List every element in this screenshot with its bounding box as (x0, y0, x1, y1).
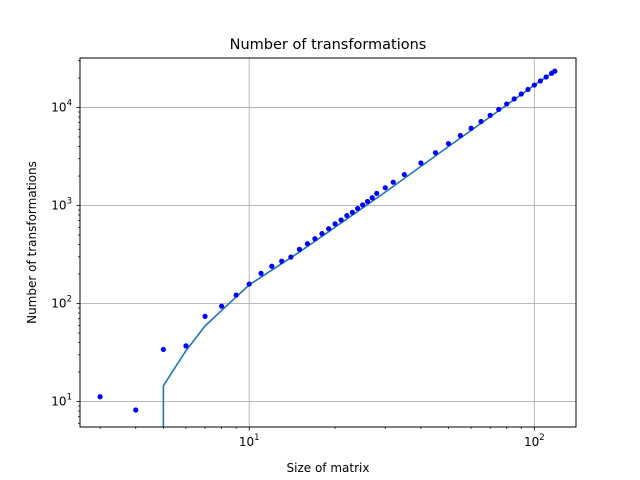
data-point (269, 263, 275, 269)
data-point (279, 258, 285, 264)
data-point (418, 160, 424, 166)
data-point (445, 141, 452, 147)
data-point (552, 68, 558, 74)
data-point (246, 281, 252, 287)
data-point (304, 241, 311, 247)
data-point (202, 313, 208, 319)
data-point (258, 270, 264, 276)
data-point (160, 346, 166, 353)
data-point (432, 150, 439, 156)
data-point (369, 195, 375, 201)
data-point (355, 205, 361, 212)
data-point (326, 226, 332, 232)
data-point (296, 246, 303, 252)
data-point (511, 96, 517, 102)
data-point (97, 394, 103, 400)
data-point (537, 78, 543, 84)
data-point (218, 303, 225, 309)
data-point (401, 171, 407, 178)
data-point (349, 209, 355, 215)
data-point (531, 82, 537, 88)
data-point (478, 118, 484, 125)
data-point (332, 221, 338, 227)
data-point (390, 179, 396, 185)
data-point (543, 74, 549, 80)
data-point (364, 198, 371, 205)
data-point (183, 343, 189, 349)
data-point (360, 202, 366, 208)
scatter-series (97, 68, 558, 413)
data-point (288, 254, 294, 260)
y-axis-label: Number of transformations (25, 161, 39, 324)
plot-area-frame (79, 57, 577, 428)
data-point (504, 101, 510, 107)
data-point (496, 106, 502, 113)
data-point (312, 236, 318, 242)
data-point (344, 212, 350, 219)
data-point (487, 112, 493, 118)
data-point (457, 132, 463, 139)
chart-title: Number of transformations (230, 37, 427, 53)
data-point (319, 231, 325, 237)
data-point (382, 185, 388, 191)
data-point (338, 217, 344, 223)
data-point (374, 190, 380, 196)
data-point (233, 292, 239, 298)
data-point (525, 86, 531, 93)
x-axis-ticks: 101 102 (99, 427, 545, 449)
x-axis-label: Size of matrix (287, 461, 370, 475)
data-point (468, 125, 474, 131)
data-point (133, 407, 139, 413)
data-point (518, 91, 524, 97)
